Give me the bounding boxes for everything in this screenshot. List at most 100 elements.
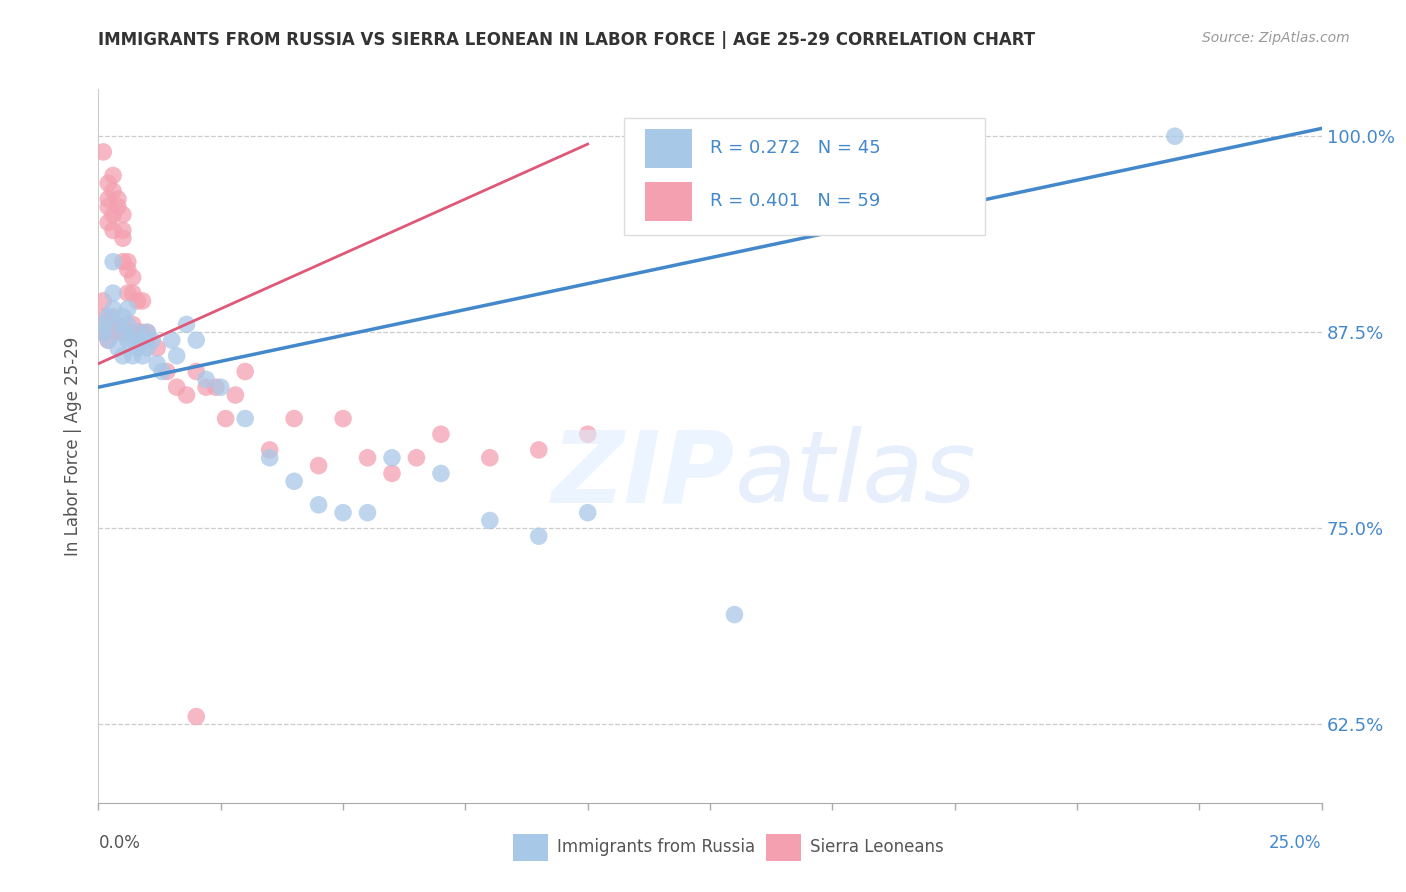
Point [478, 450, 501, 465]
Point [176, 318, 198, 332]
Point [111, 223, 134, 237]
Point [166, 380, 188, 394]
Point [146, 357, 169, 371]
Point [107, 192, 129, 206]
Text: Sierra Leoneans: Sierra Leoneans [810, 838, 943, 856]
FancyBboxPatch shape [624, 118, 986, 235]
Point [101, 286, 124, 301]
Point [259, 450, 281, 465]
Point [405, 450, 427, 465]
Point [91, 318, 114, 332]
Point [111, 326, 134, 340]
Point [111, 254, 134, 268]
Point [131, 293, 153, 308]
Text: R = 0.401   N = 59: R = 0.401 N = 59 [710, 193, 880, 211]
Point [131, 333, 153, 347]
Point [136, 333, 159, 347]
Point [209, 380, 232, 394]
FancyBboxPatch shape [645, 182, 692, 221]
Text: Source: ZipAtlas.com: Source: ZipAtlas.com [1202, 31, 1350, 45]
Point [127, 333, 149, 347]
Point [107, 326, 129, 340]
Point [195, 372, 218, 386]
Point [101, 169, 124, 183]
Point [97, 333, 120, 347]
Point [97, 176, 120, 190]
Point [101, 208, 124, 222]
Point [107, 341, 129, 355]
Point [111, 231, 134, 245]
Point [127, 326, 149, 340]
Point [1164, 129, 1187, 144]
Text: ZIP: ZIP [551, 426, 734, 523]
Point [576, 506, 599, 520]
Point [117, 326, 139, 340]
Point [121, 349, 143, 363]
Point [356, 450, 378, 465]
Point [136, 326, 159, 340]
Point [121, 270, 143, 285]
Point [233, 411, 256, 425]
Point [97, 215, 120, 229]
Point [127, 293, 149, 308]
Point [150, 364, 173, 378]
Point [478, 514, 501, 528]
Point [117, 254, 139, 268]
Point [356, 506, 378, 520]
Point [121, 333, 143, 347]
Point [117, 333, 139, 347]
Point [117, 318, 139, 332]
Point [111, 208, 134, 222]
Point [97, 192, 120, 206]
Point [91, 145, 114, 159]
FancyBboxPatch shape [645, 128, 692, 168]
Point [283, 475, 305, 489]
Point [527, 442, 550, 457]
Point [160, 333, 183, 347]
Point [111, 326, 134, 340]
Point [111, 310, 134, 324]
Point [101, 301, 124, 316]
Point [224, 388, 246, 402]
Point [91, 293, 114, 308]
Point [156, 364, 179, 378]
Point [723, 607, 745, 622]
Point [131, 326, 153, 340]
Point [259, 442, 281, 457]
Point [131, 349, 153, 363]
Point [91, 326, 114, 340]
Text: IMMIGRANTS FROM RUSSIA VS SIERRA LEONEAN IN LABOR FORCE | AGE 25-29 CORRELATION : IMMIGRANTS FROM RUSSIA VS SIERRA LEONEAN… [98, 31, 1036, 49]
Point [91, 326, 114, 340]
Point [97, 333, 120, 347]
Point [308, 458, 330, 473]
Point [127, 326, 149, 340]
Point [527, 529, 550, 543]
Point [101, 223, 124, 237]
Point [381, 450, 404, 465]
Point [117, 301, 139, 316]
Point [195, 380, 218, 394]
Text: atlas: atlas [734, 426, 976, 523]
Point [141, 333, 163, 347]
Point [101, 184, 124, 198]
Point [111, 349, 134, 363]
Point [97, 200, 120, 214]
Point [146, 341, 169, 355]
Point [91, 310, 114, 324]
Point [308, 498, 330, 512]
Point [117, 286, 139, 301]
Point [107, 318, 129, 332]
Point [101, 254, 124, 268]
Point [233, 364, 256, 378]
Point [121, 286, 143, 301]
Point [205, 380, 228, 394]
Point [430, 467, 453, 481]
Point [186, 364, 208, 378]
Point [136, 326, 159, 340]
Text: Immigrants from Russia: Immigrants from Russia [557, 838, 755, 856]
Point [576, 427, 599, 442]
Point [186, 709, 208, 723]
Point [117, 262, 139, 277]
Point [166, 349, 188, 363]
Point [430, 427, 453, 442]
